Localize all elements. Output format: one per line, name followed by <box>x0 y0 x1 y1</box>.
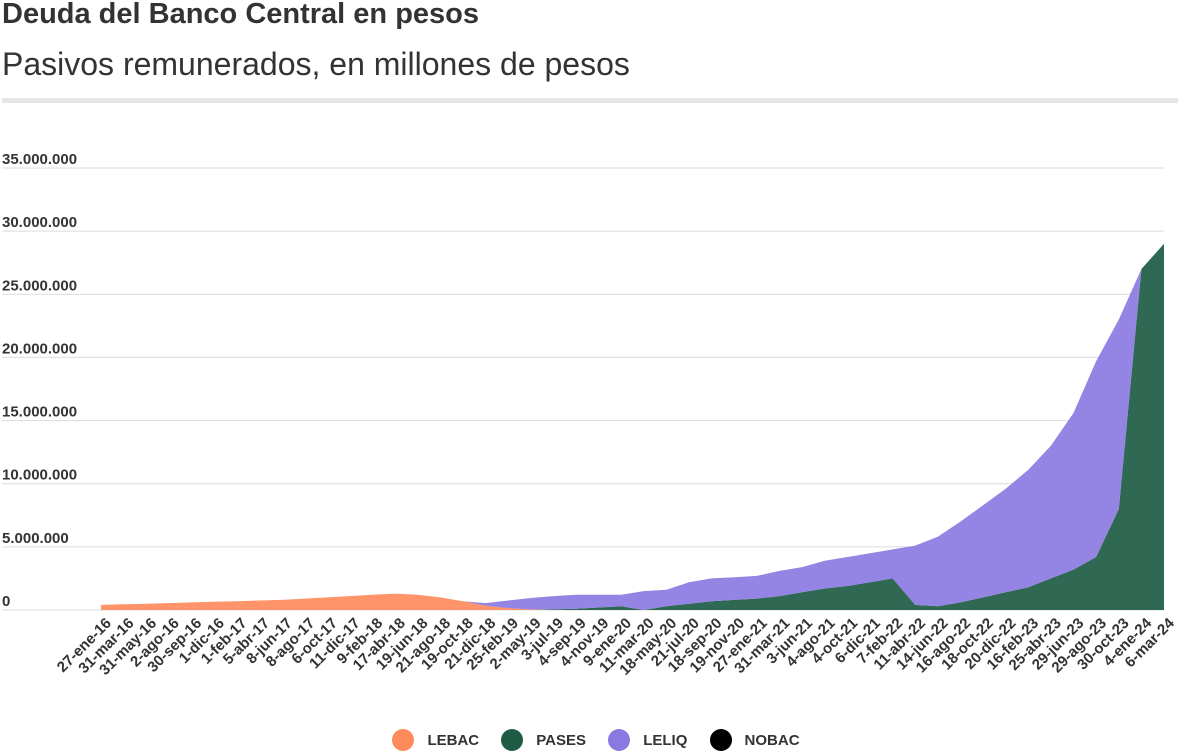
y-tick-label: 0 <box>2 593 10 610</box>
legend-swatch-lebac <box>392 729 415 751</box>
y-tick-label: 30.000.000 <box>2 214 77 231</box>
y-tick-label: 10.000.000 <box>2 467 77 484</box>
chart-subtitle: Pasivos remunerados, en millones de peso… <box>2 46 630 82</box>
legend-label-lebac: LEBAC <box>427 731 480 749</box>
legend-item-nobac[interactable]: NOBAC <box>709 729 800 751</box>
y-tick-label: 20.000.000 <box>2 340 77 357</box>
y-tick-label: 35.000.000 <box>2 151 77 168</box>
legend-item-lebac[interactable]: LEBAC <box>392 729 479 751</box>
chart-title: Deuda del Banco Central en pesos <box>2 0 480 30</box>
legend-swatch-pases <box>501 729 524 751</box>
area-chart: 0 5.000.000 10.000.000 15.000.000 20.000.000… <box>2 151 1178 679</box>
area-leliq <box>101 243 1164 611</box>
legend-label-nobac: NOBAC <box>744 731 800 749</box>
legend-swatch-leliq <box>608 729 631 751</box>
legend-swatch-nobac <box>709 729 732 751</box>
legend-label-pases: PASES <box>536 731 587 749</box>
area-lebac <box>101 593 1164 610</box>
header-divider <box>2 98 1178 103</box>
y-tick-label: 5.000.000 <box>2 530 69 547</box>
legend-item-pases[interactable]: PASES <box>501 729 586 751</box>
chart-legend: LEBAC PASES LELIQ NOBAC <box>0 729 1192 755</box>
y-tick-label: 15.000.000 <box>2 404 77 421</box>
legend-label-leliq: LELIQ <box>643 731 688 749</box>
y-tick-label: 25.000.000 <box>2 277 77 294</box>
legend-item-leliq[interactable]: LELIQ <box>608 729 687 751</box>
